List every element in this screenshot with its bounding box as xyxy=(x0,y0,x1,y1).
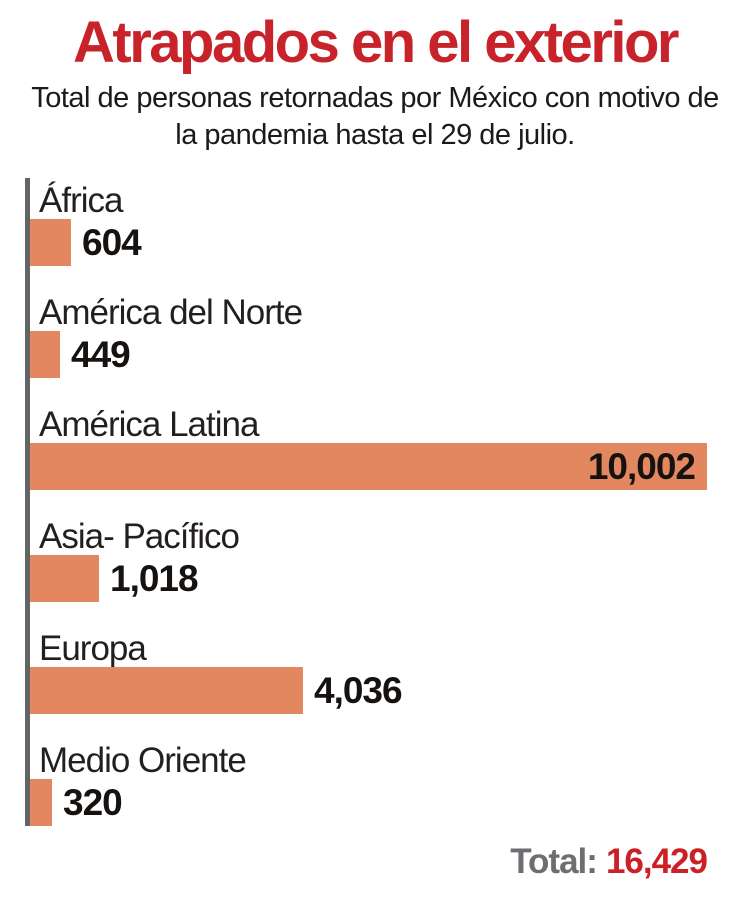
bar-row: África 604 xyxy=(30,182,750,266)
category-label: Medio Oriente xyxy=(39,741,247,780)
category-label: Asia- Pacífico xyxy=(39,517,240,556)
bar: 10,002 xyxy=(30,443,707,490)
bar xyxy=(30,219,71,266)
bar-row: América Latina 10,002 xyxy=(30,406,750,490)
value-label: 604 xyxy=(82,221,142,263)
total-label: Total: xyxy=(510,842,598,881)
bar-row: Asia- Pacífico 1,018 xyxy=(30,518,750,602)
category-label: Europa xyxy=(39,629,147,668)
category-label: América Latina xyxy=(39,405,259,444)
bar xyxy=(30,331,60,378)
total-value: 16,429 xyxy=(605,842,708,881)
plot-area: África 604 América del Norte 449 América Lat… xyxy=(30,182,750,826)
bar xyxy=(30,779,52,826)
bar-track: 4,036 xyxy=(30,667,750,714)
bar-row: Medio Oriente 320 xyxy=(30,742,750,826)
category-label: América del Norte xyxy=(39,293,303,332)
bar xyxy=(30,555,99,602)
bar-chart: África 604 América del Norte 449 América Lat… xyxy=(25,178,750,826)
category-label: África xyxy=(39,181,123,220)
bar-track: 1,018 xyxy=(30,555,750,602)
bar-row: América del Norte 449 xyxy=(30,294,750,378)
bar-track: 10,002 xyxy=(30,443,750,490)
value-label: 10,002 xyxy=(587,445,696,487)
value-label: 320 xyxy=(63,781,123,823)
y-axis-line xyxy=(25,178,30,826)
bar xyxy=(30,667,303,714)
bar-track: 604 xyxy=(30,219,750,266)
total-row: Total: 16,429 xyxy=(0,842,750,882)
page-title: Atrapados en el exterior xyxy=(73,10,680,75)
value-label: 449 xyxy=(71,333,131,375)
value-label: 1,018 xyxy=(110,557,199,599)
bar-track: 320 xyxy=(30,779,750,826)
bar-track: 449 xyxy=(30,331,750,378)
bar-row: Europa 4,036 xyxy=(30,630,750,714)
value-label: 4,036 xyxy=(314,669,403,711)
chart-subtitle: Total de personas retornadas por México … xyxy=(31,82,719,151)
